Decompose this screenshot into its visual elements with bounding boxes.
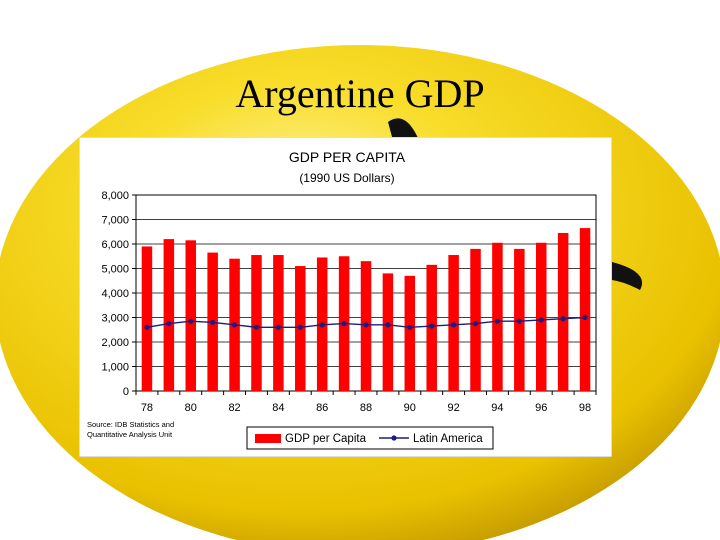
x-tick-label: 78 (141, 402, 153, 414)
source-note-line2: Quantitative Analysis Unit (87, 430, 173, 439)
x-tick-label: 94 (491, 402, 503, 414)
latin-america-point (407, 324, 413, 330)
latin-america-point (494, 318, 501, 324)
chart-title: GDP PER CAPITA (289, 149, 406, 165)
chart-subtitle: (1990 US Dollars) (299, 171, 394, 185)
latin-america-point (188, 318, 194, 324)
x-tick-label: 96 (535, 402, 547, 414)
bar (535, 242, 547, 391)
y-tick-label: 6,000 (101, 239, 129, 251)
latin-america-point (516, 318, 522, 324)
legend-swatch-latam-marker (391, 435, 397, 441)
gdp-chart: GDP PER CAPITA (1990 US Dollars) 0 1,000 2… (79, 137, 612, 457)
bar (163, 239, 175, 391)
y-tick-label: 1,000 (101, 362, 129, 374)
y-axis-ticks: 0 1,000 2,000 3,000 4,000 5,000 6,000 7,000 8,00… (101, 190, 136, 398)
legend-label-gdp: GDP per Capita (285, 433, 367, 445)
y-tick-label: 4,000 (101, 288, 129, 300)
latin-america-point (319, 322, 325, 328)
legend-label-latam: Latin America (413, 433, 483, 445)
x-tick-label: 80 (185, 402, 197, 414)
y-tick-label: 8,000 (101, 190, 129, 202)
latin-america-point (363, 322, 369, 328)
bar (141, 246, 153, 391)
bar (382, 273, 394, 391)
latin-america-point (560, 316, 566, 322)
bar (492, 242, 503, 391)
latin-america-point (275, 324, 281, 330)
latin-america-point (385, 322, 391, 328)
dark-swoosh-right (612, 262, 643, 290)
latin-america-point (429, 323, 435, 329)
y-tick-label: 5,000 (101, 264, 129, 276)
x-tick-label: 92 (447, 402, 459, 414)
line-series (144, 314, 588, 330)
latin-america-point (341, 321, 347, 327)
y-tick-label: 3,000 (101, 313, 129, 325)
x-tick-label: 82 (228, 402, 240, 414)
latin-america-point (538, 317, 544, 323)
bar (470, 248, 481, 391)
legend-swatch-gdp (255, 434, 281, 443)
latin-america-point (166, 321, 172, 327)
bar (185, 240, 197, 391)
x-tick-label: 88 (360, 402, 372, 414)
source-note-line1: Source: IDB Statistics and (87, 420, 174, 429)
latin-america-point (144, 324, 150, 330)
y-tick-label: 2,000 (101, 337, 129, 349)
legend-box (246, 426, 494, 450)
bar (579, 228, 591, 391)
latin-america-point (231, 322, 238, 328)
bar (404, 275, 416, 391)
x-tick-label: 84 (272, 402, 284, 414)
latin-america-point (297, 324, 303, 330)
x-axis-ticks: 78 80 82 84 86 88 90 92 94 96 98 (135, 391, 597, 414)
latin-america-point (472, 321, 479, 327)
bar (557, 232, 569, 391)
bar (273, 255, 284, 391)
x-tick-label: 90 (404, 402, 416, 414)
latin-america-point (210, 319, 216, 325)
slide-title: Argentine GDP (235, 71, 485, 116)
x-tick-label: 86 (316, 402, 328, 414)
latin-america-point (582, 314, 588, 321)
latin-america-point (451, 322, 457, 328)
y-tick-label: 0 (123, 386, 129, 398)
x-tick-label: 98 (579, 402, 591, 414)
bar (251, 255, 262, 391)
latin-america-point (253, 324, 260, 330)
y-tick-label: 7,000 (101, 215, 129, 227)
